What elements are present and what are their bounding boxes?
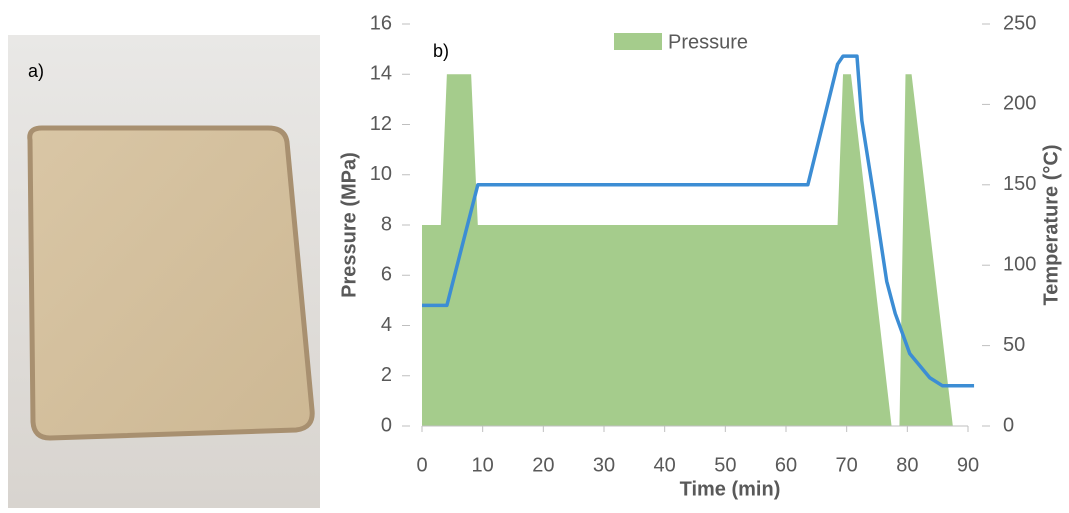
y-tick-label: 0: [381, 414, 392, 436]
y-tick-label: 14: [370, 63, 392, 85]
x-tick-label: 40: [654, 454, 676, 476]
panel-label: b): [433, 41, 449, 61]
y-tick-label: 2: [381, 364, 392, 386]
y2-tick-label: 250: [1003, 12, 1036, 34]
x-tick-label: 80: [896, 454, 918, 476]
pressure-area: [422, 74, 953, 426]
y-tick-label: 6: [381, 264, 392, 286]
y2-axis-title: Temperature (°C): [1040, 145, 1062, 306]
panel-label: a): [28, 61, 44, 81]
temperature-line: [422, 54, 975, 388]
x-tick-label: 10: [472, 454, 494, 476]
x-tick-label: 50: [714, 454, 736, 476]
x-tick-label: 90: [957, 454, 979, 476]
y2-tick-label: 100: [1003, 253, 1036, 275]
legend-label: Pressure: [668, 31, 748, 53]
x-tick-label: 70: [836, 454, 858, 476]
y2-tick-label: 50: [1003, 334, 1025, 356]
y2-tick-label: 150: [1003, 173, 1036, 195]
y-tick-label: 16: [370, 12, 392, 34]
legend-swatch: [614, 33, 662, 50]
x-tick-label: 20: [532, 454, 554, 476]
y2-tick-label: 200: [1003, 93, 1036, 115]
photo-plate: [27, 125, 315, 441]
x-axis-title: Time (min): [680, 478, 781, 500]
x-tick-label: 30: [593, 454, 615, 476]
y-tick-label: 12: [370, 113, 392, 135]
y-tick-label: 8: [381, 213, 392, 235]
y-axis-title: Pressure (MPa): [338, 152, 360, 298]
y-tick-label: 10: [370, 163, 392, 185]
y2-tick-label: 0: [1003, 414, 1014, 436]
y-tick-label: 4: [381, 314, 392, 336]
x-tick-label: 0: [416, 454, 427, 476]
x-tick-label: 60: [775, 454, 797, 476]
